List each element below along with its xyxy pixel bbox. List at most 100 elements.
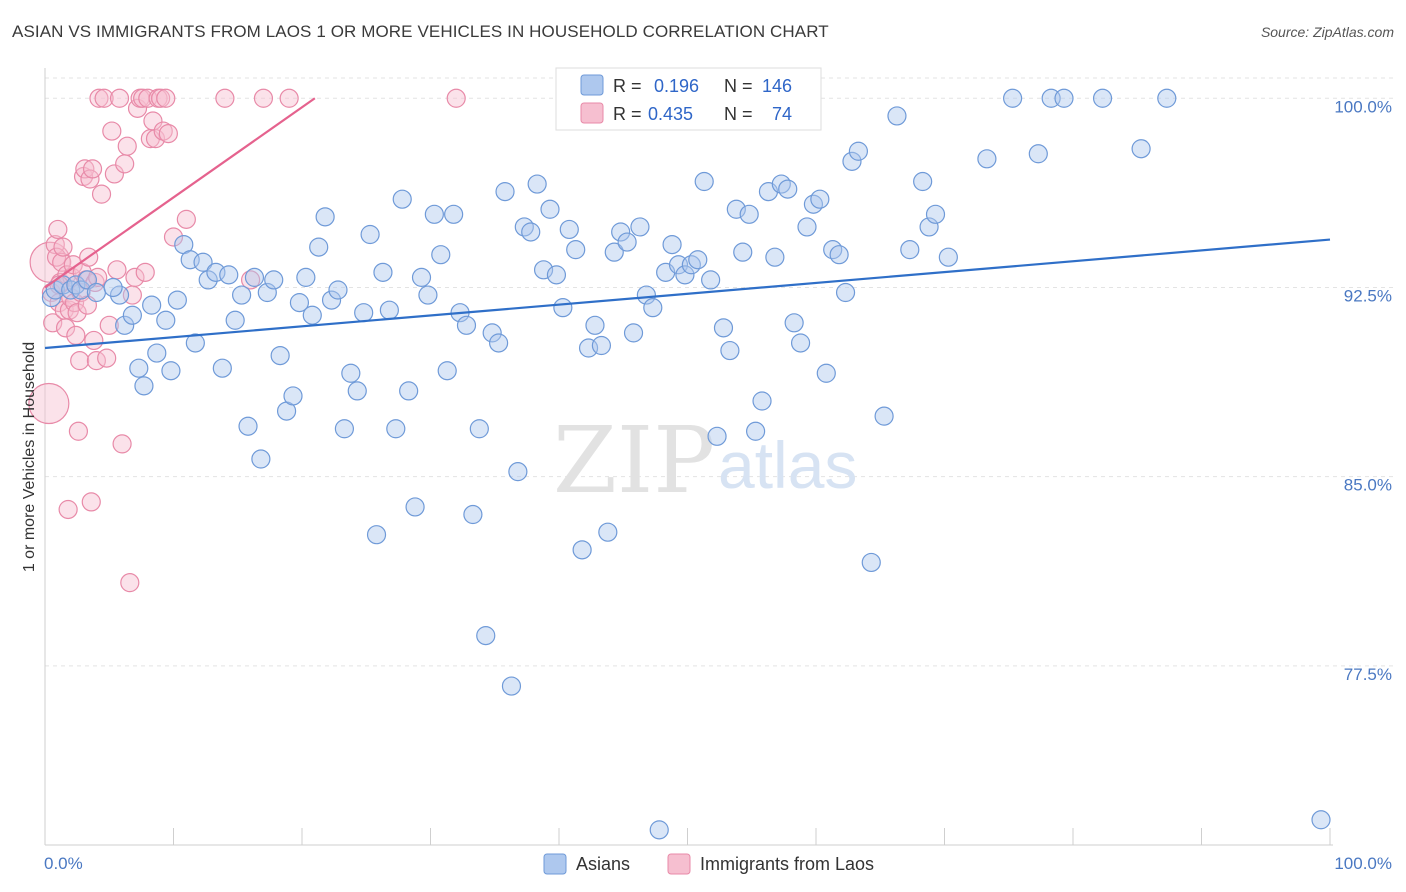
- asian-point: [405, 497, 425, 517]
- asian-point: [1028, 144, 1048, 164]
- asian-point: [257, 282, 277, 303]
- asian-point: [392, 189, 412, 209]
- asian-point: [264, 270, 284, 290]
- asian-point: [232, 285, 252, 305]
- asian-point: [797, 217, 817, 237]
- asian-point: [913, 171, 933, 192]
- asian-point: [476, 626, 496, 646]
- laos-point: [97, 348, 117, 368]
- asian-point: [411, 267, 432, 287]
- asian-point: [1311, 810, 1331, 830]
- laos-point: [89, 88, 109, 108]
- asian-point: [861, 552, 881, 573]
- asian-point: [431, 245, 451, 265]
- asian-point: [701, 270, 721, 290]
- asian-point: [604, 242, 624, 262]
- asian-point: [134, 376, 154, 396]
- asian-point: [694, 171, 714, 192]
- asian-point: [270, 345, 290, 366]
- asian-point: [835, 282, 856, 303]
- asian-point: [501, 676, 522, 696]
- asian-point: [354, 303, 374, 323]
- asian-point: [662, 234, 682, 255]
- asian-point: [527, 174, 547, 194]
- asian-point: [225, 310, 245, 330]
- asian-point: [623, 323, 644, 343]
- y-tick-label: 100.0%: [1334, 97, 1392, 116]
- asian-point: [1003, 88, 1023, 108]
- asian-point: [386, 419, 406, 439]
- asian-point: [803, 194, 824, 214]
- stats-legend: R = 0.196 N = 146 R = 0.435 N = 74: [555, 67, 822, 131]
- legend-n-value-asians: 146: [762, 76, 792, 96]
- asian-point: [765, 247, 785, 267]
- asian-point: [495, 182, 515, 202]
- chart-title: ASIAN VS IMMIGRANTS FROM LAOS 1 OR MORE …: [12, 22, 829, 41]
- series-asians: [41, 88, 1331, 840]
- asian-point: [399, 381, 419, 401]
- asian-point: [591, 335, 612, 356]
- trend-line-laos: [44, 97, 316, 289]
- asian-point: [514, 217, 534, 237]
- asian-point: [553, 298, 573, 318]
- asian-point: [1092, 88, 1113, 108]
- y-axis-label: 1 or more Vehicles in Household: [21, 342, 38, 572]
- y-tick-label: 92.5%: [1344, 286, 1392, 305]
- asian-point: [86, 282, 107, 303]
- asian-point: [816, 363, 836, 383]
- asian-point: [489, 333, 509, 353]
- laos-point: [102, 121, 122, 141]
- laos-point: [94, 88, 114, 108]
- laos-point: [279, 88, 299, 108]
- legend-r-value-asians: 0.196: [654, 76, 699, 96]
- asian-point: [418, 285, 438, 305]
- asian-point: [109, 285, 130, 305]
- laos-point: [176, 209, 196, 229]
- laos-point: [153, 121, 173, 141]
- x-tick-label-max: 100.0%: [1334, 854, 1392, 873]
- asian-point: [167, 290, 187, 310]
- asian-point: [842, 151, 862, 171]
- asian-point: [675, 265, 695, 285]
- laos-point: [109, 88, 130, 108]
- laos-point: [75, 159, 95, 179]
- asian-point: [193, 252, 213, 272]
- asian-point: [147, 343, 167, 363]
- asian-point: [508, 462, 528, 482]
- asian-point: [752, 391, 772, 411]
- legend-swatch-laos: [580, 102, 604, 124]
- asian-point: [379, 300, 399, 320]
- laos-point: [52, 252, 72, 272]
- watermark-zip: ZIP: [553, 407, 715, 514]
- legend-n-label-asians: N =: [724, 76, 753, 96]
- asian-point: [115, 315, 135, 335]
- asian-point: [746, 421, 766, 441]
- laos-point: [99, 315, 119, 335]
- asian-point: [321, 290, 342, 310]
- asian-point: [103, 277, 123, 298]
- asian-point: [919, 217, 939, 237]
- asian-point: [469, 419, 489, 439]
- asian-point: [900, 240, 920, 260]
- laos-point: [163, 227, 184, 247]
- asian-point: [334, 419, 355, 439]
- y-tick-label: 85.0%: [1344, 476, 1392, 495]
- asian-point: [649, 820, 669, 840]
- asian-point: [829, 245, 849, 265]
- asian-point: [643, 298, 663, 318]
- axes: [44, 68, 1333, 846]
- laos-point: [120, 573, 140, 593]
- bottom-legend-label-asians: Asians: [576, 854, 630, 874]
- asian-point: [784, 313, 804, 333]
- laos-point: [158, 123, 178, 144]
- series-legend: Asians Immigrants from Laos: [543, 853, 874, 875]
- asian-point: [185, 333, 205, 353]
- asian-point: [366, 525, 387, 545]
- asian-point: [283, 386, 303, 406]
- series-immigrants-from-laos: [28, 88, 466, 593]
- laos-point: [125, 267, 145, 287]
- asian-point: [810, 189, 830, 209]
- laos-point: [28, 382, 70, 425]
- bottom-legend-swatch-asians: [543, 853, 567, 875]
- watermark: ZIP atlas: [553, 407, 857, 514]
